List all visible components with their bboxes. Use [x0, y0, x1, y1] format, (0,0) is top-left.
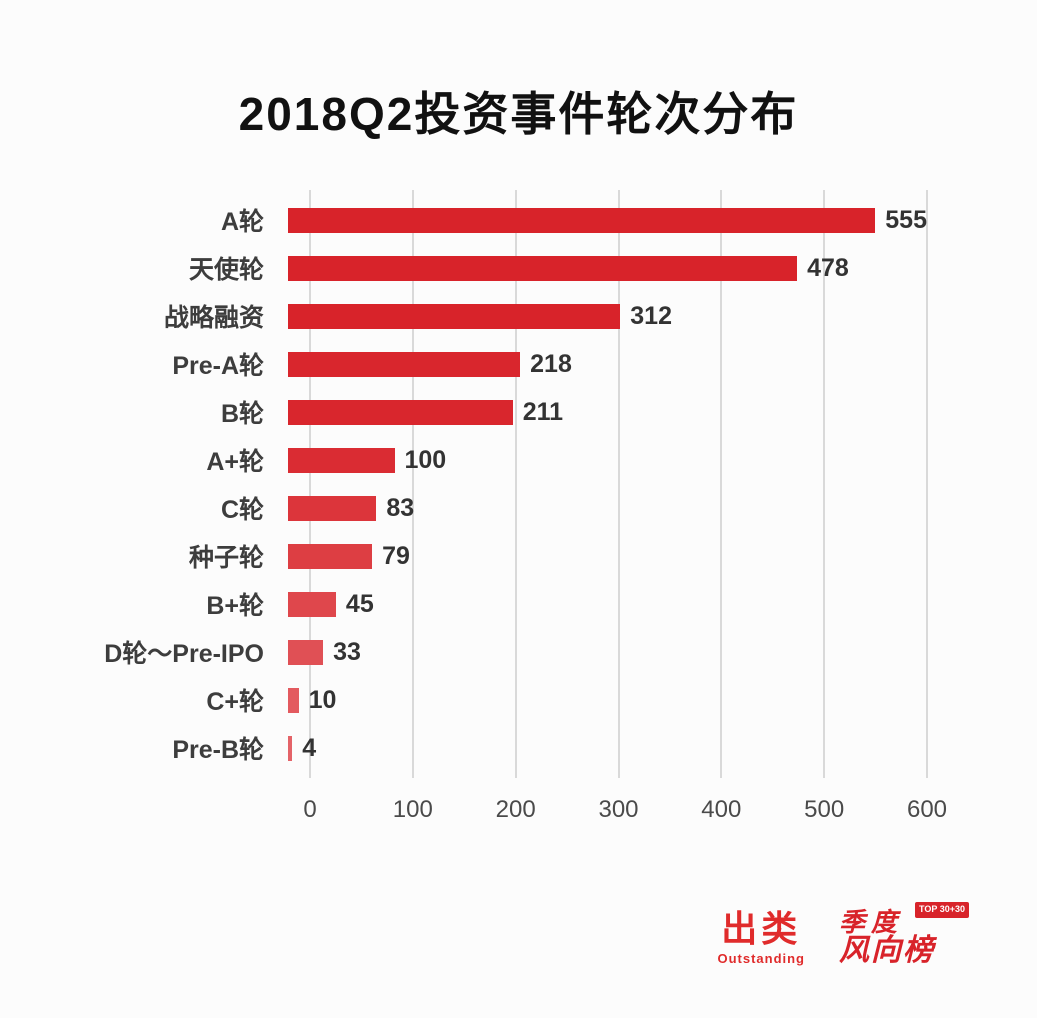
bar-fill — [288, 399, 513, 425]
value-label: 10 — [308, 685, 337, 714]
bar-row: 战略融资 312 — [0, 292, 927, 340]
footer-branding: 出类 Outstanding 季度 风向榜 TOP 30+30 — [717, 902, 969, 968]
chart-title: 2018Q2投资事件轮次分布 — [238, 88, 799, 140]
value-label: 79 — [382, 541, 410, 570]
bar-track: 211 — [288, 397, 927, 426]
category-label: B轮 — [220, 400, 264, 428]
bar-fill — [288, 639, 324, 665]
category-label: 天使轮 — [188, 256, 264, 284]
brand-outstanding: 出类 Outstanding — [717, 907, 805, 966]
value-label: 312 — [630, 301, 672, 330]
brand-logo-text: 出类 — [721, 907, 802, 949]
bar-row: A轮 555 — [0, 196, 927, 244]
bar-row: D轮～Pre-IPO 33 — [0, 628, 927, 676]
x-axis-tick: 600 — [906, 796, 948, 823]
bar-track: 478 — [288, 253, 927, 282]
bar-chart: A轮 555 天使轮 478 战略融资 312 Pre-A轮 218 B轮 211 A+轮 100 C轮… — [0, 190, 1037, 830]
value-label: 218 — [530, 349, 572, 378]
category-label: Pre-A轮 — [172, 352, 264, 380]
category-label: C+轮 — [206, 688, 264, 716]
category-label: A轮 — [220, 208, 264, 236]
brand-logo-subtext: Outstanding — [717, 950, 805, 966]
x-axis-tick: 500 — [804, 796, 845, 823]
brand-seal: 季度 风向榜 TOP 30+30 — [839, 902, 969, 968]
value-label: 211 — [522, 397, 564, 426]
value-label: 45 — [345, 589, 374, 618]
bar-track: 10 — [288, 685, 927, 714]
bar-fill — [288, 447, 395, 473]
bar-row: B+轮 45 — [0, 580, 927, 628]
category-label: C轮 — [220, 496, 264, 524]
bar-row: 种子轮 79 — [0, 532, 927, 580]
seal-line-2: 风向榜 — [839, 933, 935, 968]
x-axis-tick: 200 — [495, 796, 536, 823]
bar-fill — [288, 543, 373, 569]
category-label: Pre-B轮 — [172, 736, 264, 764]
bar-track: 33 — [288, 637, 927, 666]
bar-row: Pre-A轮 218 — [0, 340, 927, 388]
bar-fill — [288, 255, 798, 281]
bar-track: 79 — [288, 541, 927, 570]
bar-fill — [288, 687, 299, 713]
value-label: 33 — [333, 637, 361, 666]
x-axis-tick: 400 — [701, 796, 742, 823]
category-label: B+轮 — [206, 592, 264, 620]
x-axis-tick: 300 — [598, 796, 639, 823]
seal-top-badge: TOP 30+30 — [915, 902, 969, 918]
bar-row: C+轮 10 — [0, 676, 927, 724]
category-label: 战略融资 — [163, 304, 264, 332]
bar-row: B轮 211 — [0, 388, 927, 436]
x-axis-tick: 0 — [303, 796, 317, 823]
bar-fill — [288, 591, 336, 617]
bar-fill — [288, 303, 621, 329]
bar-fill — [288, 207, 876, 233]
value-label: 4 — [302, 733, 317, 762]
bar-track: 4 — [288, 733, 927, 762]
bar-track: 555 — [288, 205, 927, 234]
value-label: 83 — [386, 493, 415, 522]
bar-row: A+轮 100 — [0, 436, 927, 484]
value-label: 100 — [404, 445, 447, 474]
bar-fill — [288, 351, 521, 377]
category-label: A+轮 — [206, 448, 264, 476]
bar-row: 天使轮 478 — [0, 244, 927, 292]
category-label: D轮～Pre-IPO — [104, 640, 264, 668]
category-label: 种子轮 — [188, 544, 264, 572]
bar-track: 83 — [288, 493, 927, 522]
bar-track: 312 — [288, 301, 927, 330]
bar-row: Pre-B轮 4 — [0, 724, 927, 772]
value-label: 478 — [807, 253, 849, 282]
value-label: 555 — [885, 205, 927, 234]
bar-track: 100 — [288, 445, 927, 474]
x-axis-tick: 100 — [392, 796, 433, 823]
bar-track: 45 — [288, 589, 927, 618]
plot-rows: A轮 555 天使轮 478 战略融资 312 Pre-A轮 218 B轮 211 A+轮 100 C轮… — [0, 196, 927, 772]
bar-fill — [288, 495, 377, 521]
x-axis: 0 100 200 300 400 500 600 — [303, 790, 947, 830]
bar-track: 218 — [288, 349, 927, 378]
plot-area: A轮 555 天使轮 478 战略融资 312 Pre-A轮 218 B轮 211 A+轮 100 C轮… — [0, 190, 928, 778]
seal-line-1: 季度 — [839, 908, 904, 938]
bar-fill — [288, 735, 293, 761]
bar-row: C轮 83 — [0, 484, 927, 532]
